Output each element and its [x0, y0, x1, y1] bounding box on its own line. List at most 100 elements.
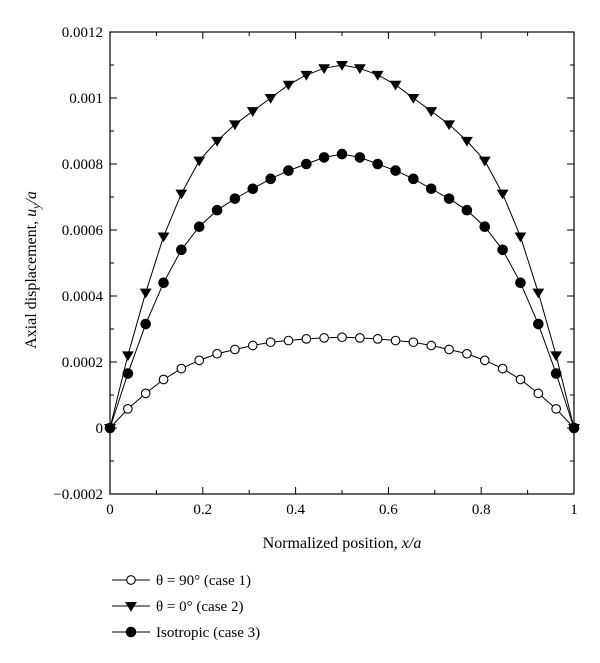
series-3-point [479, 221, 491, 232]
series-1-point [301, 334, 312, 344]
y-tick-label: 0.0006 [62, 223, 104, 239]
legend-marker-1 [126, 575, 136, 585]
series-2-point [228, 120, 241, 131]
legend-label-1: θ = 90° (case 1) [156, 573, 251, 589]
series-3-point [265, 173, 276, 185]
series-2-point [371, 70, 384, 81]
series-1-point [247, 340, 258, 351]
series-2-point [121, 351, 134, 362]
series-1-point [140, 388, 151, 399]
series-1-point [158, 374, 169, 385]
x-tick-label: 0.8 [472, 502, 491, 518]
series-2-point [139, 288, 152, 299]
y-tick-label: −0.0002 [53, 487, 103, 503]
series-3 [104, 148, 580, 434]
series-1-point [497, 363, 508, 374]
series-1-point [230, 344, 240, 355]
series-2-point [514, 232, 527, 243]
x-axis-label-main: Normalized position, [263, 535, 402, 552]
series-2-point [389, 80, 402, 91]
series-1 [105, 332, 579, 433]
series-3-point [425, 183, 437, 195]
series-3-point [515, 277, 526, 289]
series-1-point [265, 337, 276, 348]
series-1-point [355, 333, 365, 343]
series-1-point [426, 340, 437, 351]
series-2-point [336, 60, 348, 71]
y-tick-label: 0.0004 [62, 289, 104, 305]
series-1-point [212, 348, 222, 359]
series-1-point [408, 337, 419, 348]
y-axis-label-var: u [23, 209, 40, 217]
series-2-point [175, 189, 188, 200]
x-tick-label: 1 [570, 502, 578, 518]
series-2-point [407, 93, 420, 104]
series-2-point [532, 288, 545, 299]
series-2-point [157, 232, 170, 243]
y-tick-label: 0.0008 [62, 157, 103, 173]
series-2-point [460, 136, 473, 147]
series-3-point [229, 193, 241, 204]
series-2-point [353, 64, 366, 75]
series-3-point [461, 204, 473, 216]
series-3-point [550, 368, 562, 379]
series-1-point [444, 344, 454, 355]
series-1-point [283, 335, 294, 346]
series-3-point [211, 204, 223, 216]
series-2-point [193, 156, 206, 167]
legend-marker-2 [125, 601, 137, 612]
series-1-point [176, 363, 187, 374]
x-tick-label: 0.4 [286, 502, 305, 518]
series-3-point [104, 422, 116, 434]
series-3-point [140, 318, 151, 330]
x-tick-label: 0 [106, 502, 114, 518]
series-3-point [568, 422, 580, 434]
series-2-point [550, 351, 563, 362]
series-2-point [300, 70, 313, 81]
series-1-point [337, 332, 347, 343]
series-3-point [354, 152, 366, 163]
y-axis-label-main: Axial displacement, [23, 217, 40, 349]
series-3-point [408, 173, 419, 185]
y-axis-label: Axial displacement, uy/a [23, 191, 43, 349]
series-3-point [533, 318, 544, 330]
y-tick-label: 0.0012 [62, 25, 103, 41]
series-3-point [372, 158, 383, 170]
plot-frame [109, 31, 575, 495]
series-2-point [264, 93, 277, 104]
series-2-point [246, 107, 259, 117]
series-2 [104, 60, 580, 434]
series-2-point [443, 120, 456, 131]
series-3-point [176, 244, 187, 256]
series-1-point [319, 333, 329, 343]
series-3-point [122, 368, 134, 379]
series-1-point [462, 348, 472, 359]
series-1-point [390, 335, 401, 346]
y-tick-label: 0.0002 [62, 355, 103, 371]
series-1-point [515, 374, 526, 385]
series-3-point [301, 158, 312, 170]
y-tick-label: 0 [96, 421, 104, 437]
series-1-point [479, 355, 490, 366]
series-2-point [478, 156, 491, 167]
series-1-point [372, 334, 383, 344]
x-tick-label: 0.2 [193, 502, 212, 518]
x-axis-label-var: x/a [401, 535, 422, 552]
legend-marker-3 [125, 626, 137, 638]
series-2-point [211, 136, 224, 147]
series-3-point [443, 193, 455, 204]
series-1-point [551, 404, 561, 414]
series-3-point [193, 221, 205, 232]
series-3-point [283, 165, 294, 176]
legend-label-3: Isotropic (case 3) [156, 625, 260, 641]
legend-label-2: θ = 0° (case 2) [156, 599, 243, 615]
x-axis-label: Normalized position, x/a [263, 535, 422, 552]
series-1-point [194, 355, 205, 366]
series-1-point [123, 404, 133, 414]
series-3-point [247, 183, 259, 195]
series-3-point [158, 277, 169, 289]
series-3-point [318, 152, 330, 163]
series-3-point [390, 165, 401, 176]
series-2-point [318, 64, 331, 75]
